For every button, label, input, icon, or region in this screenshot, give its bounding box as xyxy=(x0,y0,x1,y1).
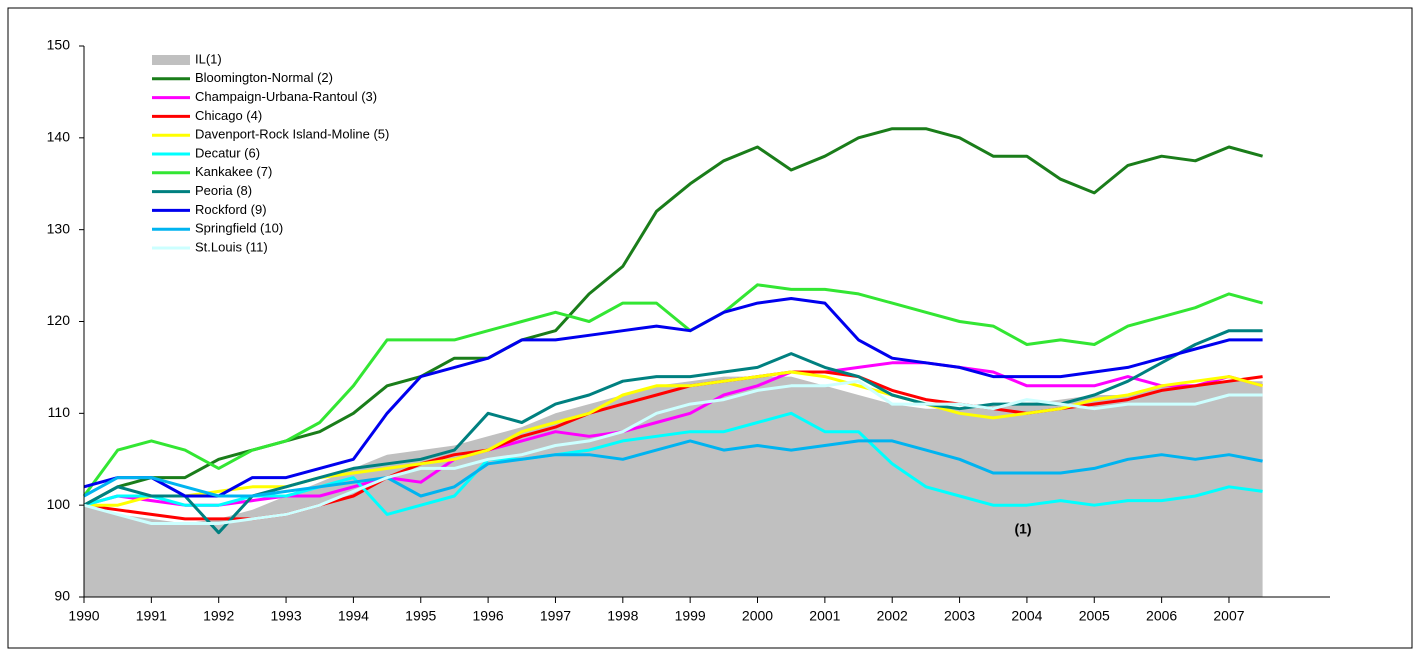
legend-label: Rockford (9) xyxy=(195,202,267,217)
annotation: (1) xyxy=(1014,521,1031,537)
series-line xyxy=(83,411,1263,516)
plot-area: 90 100 110 120 130 140 150 1990 1991 1992 1993 1994… xyxy=(47,37,1330,624)
legend-label: Decatur (6) xyxy=(195,145,260,160)
y-tick-label: 120 xyxy=(47,312,71,328)
x-tick-label: 1999 xyxy=(675,608,706,624)
x-tick-label: 1998 xyxy=(607,608,638,624)
y-tick-label: 90 xyxy=(54,588,70,604)
legend-label: Chicago (4) xyxy=(195,108,262,123)
x-tick-label: 1996 xyxy=(473,608,504,624)
legend-label: Peoria (8) xyxy=(195,183,252,198)
area xyxy=(84,376,1263,597)
x-tick-label: 1991 xyxy=(136,608,167,624)
x-tick-label: 2004 xyxy=(1011,608,1042,624)
series-line xyxy=(83,329,1263,535)
legend-swatch xyxy=(152,55,190,65)
legend-label: IL(1) xyxy=(195,51,222,66)
series-line xyxy=(83,297,1263,498)
x-tick-label: 2007 xyxy=(1213,608,1244,624)
legend: IL(1) Bloomington-Normal (2) Champaign-Urb… xyxy=(152,51,389,254)
x-tick-label: 2005 xyxy=(1079,608,1110,624)
series-line xyxy=(83,439,1263,498)
legend-label: Champaign-Urbana-Rantoul (3) xyxy=(195,89,377,104)
x-tick-label: 1994 xyxy=(338,608,369,624)
legend-label: Springfield (10) xyxy=(195,221,283,236)
series-line xyxy=(82,283,1263,497)
x-tick-label: 2002 xyxy=(877,608,908,624)
x-tick-label: 1993 xyxy=(270,608,301,624)
x-tick-label: 2006 xyxy=(1146,608,1177,624)
x-tick-label: 2001 xyxy=(809,608,840,624)
series-line xyxy=(83,379,1263,525)
x-tick-label: 1997 xyxy=(540,608,571,624)
legend-label: Kankakee (7) xyxy=(195,164,272,179)
x-tick-label: 1990 xyxy=(68,608,99,624)
legend-label: Davenport-Rock Island-Moline (5) xyxy=(195,127,389,142)
y-tick-label: 150 xyxy=(47,37,71,53)
legend-label: Bloomington-Normal (2) xyxy=(195,70,333,85)
y-tick-label: 100 xyxy=(47,496,71,512)
x-tick-label: 2003 xyxy=(944,608,975,624)
y-tick-label: 130 xyxy=(47,220,71,236)
x-tick-label: 2000 xyxy=(742,608,773,624)
y-tick-label: 110 xyxy=(48,404,71,420)
x-tick-label: 1995 xyxy=(405,608,436,624)
legend-label: St.Louis (11) xyxy=(195,239,268,254)
x-tick-label: 1992 xyxy=(203,608,234,624)
y-tick-label: 140 xyxy=(47,129,71,145)
